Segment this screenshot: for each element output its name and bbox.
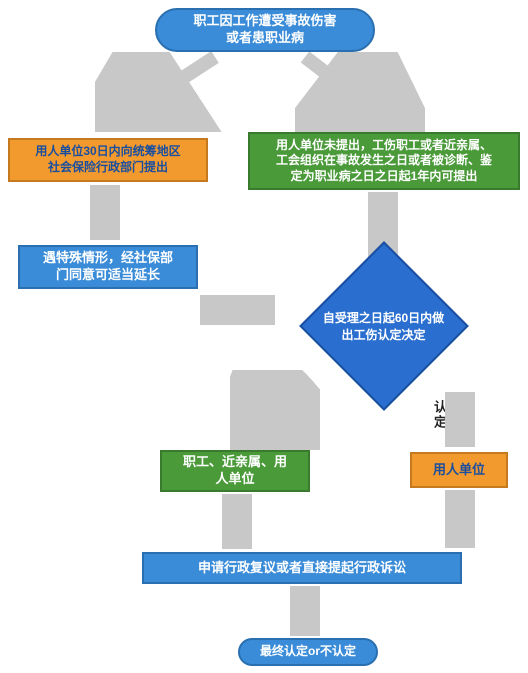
start-node: 职工因工作遭受事故伤害 或者患职业病 [155,8,375,52]
left1-line1: 用人单位30日内向统筹地区 [35,144,180,160]
arrow-diamond-down [445,392,475,447]
right1-node: 用人单位未提出，工伤职工或者近亲属、 工会组织在事故发生之日或者被诊断、鉴 定为… [248,132,520,190]
green2-line2: 人单位 [215,471,254,488]
arrow-start-left [95,52,225,132]
start-line1: 职工因工作遭受事故伤害 [193,13,336,30]
right1-line3: 定为职业病之日之日起1年内可提出 [291,169,478,185]
arrow-orange2-down [445,490,475,548]
arrow-appeal-down [290,586,320,636]
decision-line1: 自受理之日起60日内做 [323,309,444,326]
appeal-text: 申请行政复议或者直接提起行政诉讼 [198,560,406,577]
orange2-node: 用人单位 [410,452,508,488]
decision-line2: 出工伤认定决定 [341,326,425,343]
right1-line1: 用人单位未提出，工伤职工或者近亲属、 [276,138,492,154]
right1-line2: 工会组织在事故发生之日或者被诊断、鉴 [276,153,492,169]
left1-line2: 社会保险行政部门提出 [48,160,168,176]
arrow-left2-right [200,295,275,325]
appeal-node: 申请行政复议或者直接提起行政诉讼 [142,552,462,584]
green2-line1: 职工、近亲属、用 [183,454,287,471]
arrow-green2-down [222,494,252,549]
arrow-start-right [295,52,425,132]
arrow-left1-down [90,185,120,240]
start-line2: 或者患职业病 [226,30,304,47]
left2-node: 遇特殊情形，经社保部 门同意可适当延长 [18,245,198,289]
arrow-diamond-left [230,370,320,450]
final-node: 最终认定or不认定 [238,638,378,666]
orange2-text: 用人单位 [433,462,485,479]
left2-line2: 门同意可适当延长 [56,267,160,284]
left2-line1: 遇特殊情形，经社保部 [43,250,173,267]
green2-node: 职工、近亲属、用 人单位 [160,450,310,492]
left1-node: 用人单位30日内向统筹地区 社会保险行政部门提出 [8,138,208,182]
final-text: 最终认定or不认定 [260,644,356,660]
